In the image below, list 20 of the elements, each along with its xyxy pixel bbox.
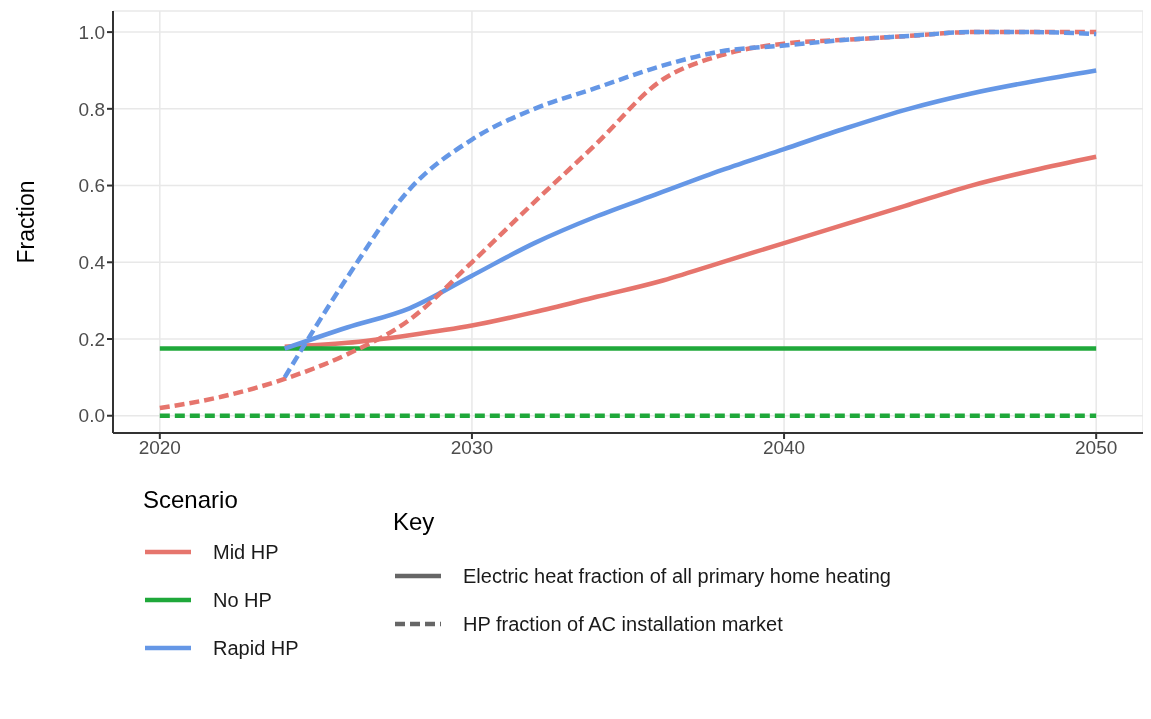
- text: Key: [393, 508, 436, 537]
- x-tick-label: 2040: [762, 437, 806, 459]
- y-tick-label: 0.8: [78, 98, 105, 120]
- y-axis-title: Fraction: [13, 180, 40, 264]
- y-tick-label: 0.4: [78, 252, 106, 274]
- x-tick-label: 2050: [1075, 437, 1118, 459]
- text: Electric heat fraction of all primary home heating: [462, 563, 891, 589]
- y-tick-label: 0.6: [78, 175, 105, 197]
- legend-label: No HP: [212, 587, 273, 613]
- x-tick-label: 2030: [450, 437, 494, 459]
- y-tick-label: 0.2: [78, 328, 105, 350]
- line-series: [157, 29, 1099, 411]
- legend-label: Mid HP: [212, 539, 280, 565]
- legend-label: Rapid HP: [212, 635, 300, 661]
- y-tick-label: 1.0: [78, 21, 105, 43]
- x-tick-label: 2020: [138, 437, 181, 459]
- legend-title: Scenario: [143, 486, 239, 515]
- text: HP fraction of AC installation market: [462, 611, 784, 637]
- line-series: [282, 29, 1099, 380]
- y-tick-label: 0.0: [78, 405, 105, 427]
